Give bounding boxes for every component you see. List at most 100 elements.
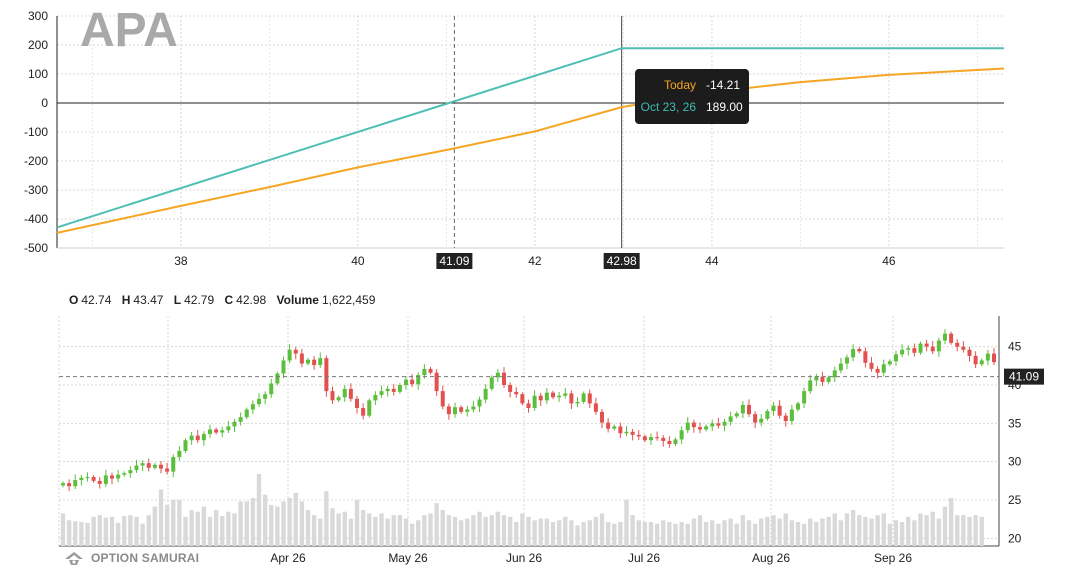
candle-down bbox=[606, 417, 611, 433]
samurai-helmet-icon bbox=[65, 552, 83, 565]
volume-bar bbox=[324, 491, 329, 546]
candle-down bbox=[312, 355, 317, 370]
volume-bar bbox=[556, 520, 562, 546]
volume-bar bbox=[752, 523, 758, 546]
volume-bar bbox=[722, 520, 727, 546]
volume-bar bbox=[728, 518, 733, 546]
candle-down bbox=[655, 431, 660, 441]
volume-bar bbox=[740, 515, 746, 546]
candle-down bbox=[667, 436, 672, 448]
volume-bar bbox=[250, 498, 256, 546]
volume-bar bbox=[73, 521, 78, 546]
volume-bar bbox=[826, 516, 831, 546]
candle-down bbox=[410, 374, 415, 388]
candle-body bbox=[312, 359, 317, 366]
volume-bar bbox=[538, 518, 543, 546]
candle-up bbox=[563, 387, 568, 399]
candle-body bbox=[771, 405, 776, 412]
candle-down bbox=[716, 417, 721, 429]
candle-down bbox=[992, 347, 996, 365]
candle-body bbox=[324, 358, 329, 392]
volume-bar bbox=[789, 520, 795, 546]
candle-body bbox=[152, 464, 157, 468]
volume-bar bbox=[697, 515, 703, 546]
candle-body bbox=[446, 406, 451, 415]
volume-bar bbox=[158, 489, 164, 546]
candle-body bbox=[992, 353, 996, 363]
candle-down bbox=[863, 347, 868, 368]
volume-bar bbox=[342, 511, 347, 546]
volume-bar bbox=[654, 523, 660, 546]
volume-bar bbox=[893, 520, 899, 546]
month-label: Jun 26 bbox=[506, 551, 542, 565]
candle-body bbox=[753, 414, 758, 423]
volume-bar bbox=[759, 518, 764, 546]
candle-up bbox=[808, 374, 813, 394]
candle-body bbox=[348, 388, 353, 399]
payoff-series-line bbox=[56, 67, 1005, 234]
candle-body bbox=[740, 404, 745, 414]
candle-body bbox=[489, 377, 494, 389]
candle-body bbox=[226, 426, 231, 431]
volume-bar bbox=[348, 518, 354, 546]
candle-down bbox=[91, 475, 96, 483]
candle-body bbox=[201, 434, 206, 441]
volume-bar bbox=[501, 515, 507, 546]
volume-bar bbox=[397, 515, 403, 546]
candle-down bbox=[961, 341, 966, 353]
volume-bar bbox=[899, 522, 905, 546]
candle-down bbox=[355, 395, 359, 414]
candle-up bbox=[453, 402, 457, 418]
candle-down bbox=[324, 355, 329, 397]
candle-body bbox=[116, 474, 121, 479]
volume-bar bbox=[201, 506, 207, 546]
candle-up bbox=[918, 341, 923, 355]
candle-body bbox=[661, 437, 666, 441]
candle-body bbox=[673, 439, 678, 445]
x-tick-label: 42 bbox=[528, 254, 542, 268]
volume-bar bbox=[416, 520, 421, 546]
volume-bar bbox=[115, 522, 121, 546]
candle-body bbox=[685, 422, 690, 431]
volume-bar bbox=[311, 515, 317, 546]
volume-bar bbox=[477, 511, 482, 546]
high-label: H bbox=[121, 293, 131, 307]
candle-down bbox=[930, 341, 935, 355]
month-label: Sep 26 bbox=[874, 551, 912, 565]
candle-body bbox=[67, 483, 72, 487]
volume-bar bbox=[146, 515, 151, 546]
volume-bar bbox=[630, 515, 635, 546]
volume-bar bbox=[771, 515, 776, 546]
candle-body bbox=[894, 354, 898, 362]
candle-down bbox=[820, 371, 825, 386]
candle-body bbox=[973, 355, 978, 365]
candle-body bbox=[299, 353, 304, 364]
candle-up bbox=[128, 466, 133, 478]
candle-down bbox=[361, 403, 366, 420]
candle-up bbox=[250, 400, 255, 415]
volume-bar bbox=[140, 523, 145, 546]
month-label: Jul 26 bbox=[628, 551, 660, 565]
candle-body bbox=[355, 398, 359, 408]
candle-body bbox=[97, 480, 102, 484]
candle-body bbox=[906, 348, 911, 350]
low-label: L bbox=[173, 293, 182, 307]
candle-down bbox=[949, 331, 954, 345]
volume-bar bbox=[305, 510, 311, 546]
payoff-tooltip: Today -14.21 Oct 23, 26 189.00 bbox=[635, 69, 749, 124]
candle-body bbox=[551, 392, 555, 398]
candle-up bbox=[257, 393, 261, 408]
volume-bar bbox=[746, 520, 752, 546]
candle-body bbox=[875, 368, 880, 373]
volume-bar bbox=[618, 522, 623, 546]
volume-bar bbox=[97, 515, 102, 546]
ticker-watermark: APA bbox=[80, 4, 178, 57]
month-label: May 26 bbox=[388, 551, 428, 565]
candle-body bbox=[453, 407, 457, 415]
volume-bar bbox=[262, 494, 268, 546]
payoff-chart[interactable]: 300 200 100 0 -100 -200 -300 -400 -500 38 40 42 44 46… bbox=[0, 0, 1072, 275]
candle-body bbox=[581, 393, 586, 402]
price-tick-label: 45 bbox=[1008, 340, 1022, 354]
volume-bar bbox=[164, 504, 170, 546]
